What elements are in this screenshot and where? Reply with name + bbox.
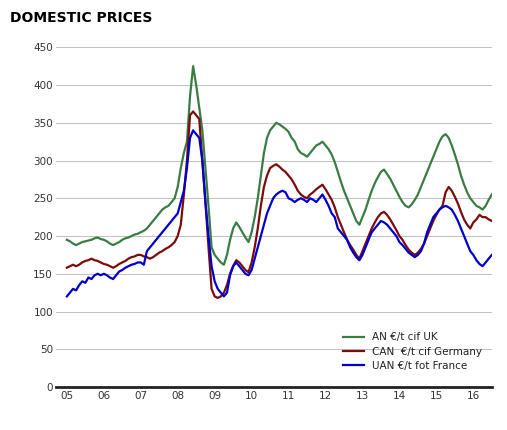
AN €/t cif UK — [107, 241, 113, 246]
CAN  €/t cif Germany — [492, 220, 498, 225]
CAN  €/t cif Germany — [214, 295, 221, 301]
CAN  €/t cif Germany — [282, 169, 288, 175]
Line: CAN  €/t cif Germany: CAN €/t cif Germany — [67, 111, 495, 298]
Line: AN €/t cif UK: AN €/t cif UK — [67, 66, 495, 265]
AN €/t cif UK — [248, 230, 255, 235]
CAN  €/t cif Germany — [64, 265, 70, 270]
Legend: AN €/t cif UK, CAN  €/t cif Germany, UAN €/t fot France: AN €/t cif UK, CAN €/t cif Germany, UAN … — [339, 329, 487, 375]
Text: DOMESTIC PRICES: DOMESTIC PRICES — [10, 11, 153, 25]
UAN €/t fot France — [141, 262, 147, 267]
UAN €/t fot France — [107, 275, 113, 280]
Line: UAN €/t fot France: UAN €/t fot France — [67, 130, 495, 296]
AN €/t cif UK — [88, 237, 94, 243]
UAN €/t fot France — [279, 188, 285, 194]
CAN  €/t cif Germany — [248, 260, 255, 265]
UAN €/t fot France — [190, 128, 196, 133]
CAN  €/t cif Germany — [190, 109, 196, 114]
AN €/t cif UK — [79, 240, 85, 245]
UAN €/t fot France — [64, 294, 70, 299]
AN €/t cif UK — [492, 188, 498, 194]
AN €/t cif UK — [141, 228, 147, 233]
UAN €/t fot France — [492, 250, 498, 255]
CAN  €/t cif Germany — [141, 254, 147, 259]
UAN €/t fot France — [489, 252, 495, 258]
UAN €/t fot France — [79, 279, 85, 284]
CAN  €/t cif Germany — [107, 264, 113, 269]
AN €/t cif UK — [282, 126, 288, 132]
CAN  €/t cif Germany — [88, 256, 94, 261]
AN €/t cif UK — [190, 64, 196, 69]
CAN  €/t cif Germany — [79, 260, 85, 265]
UAN €/t fot France — [88, 276, 94, 282]
AN €/t cif UK — [221, 262, 227, 267]
AN €/t cif UK — [64, 237, 70, 243]
